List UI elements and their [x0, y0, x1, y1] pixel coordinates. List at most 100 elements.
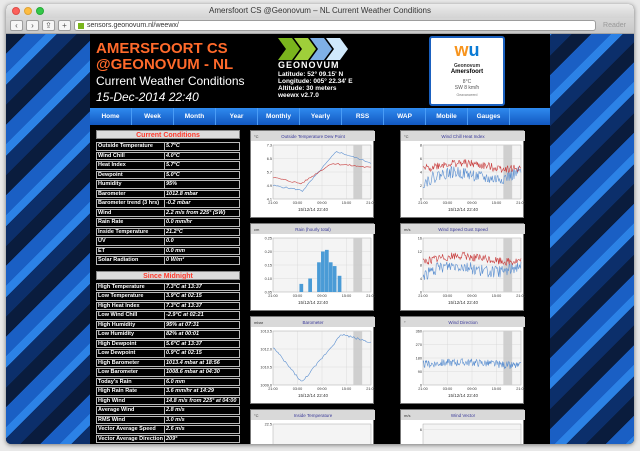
nav-mobile[interactable]: Mobile	[426, 108, 468, 125]
chart-2[interactable]: Rain (hourly total) cm 0.25 0.20 0.15 0.10 0.0…	[250, 223, 375, 311]
wunderground-widget[interactable]: wu Geonovum Amersfoort 8°C SW 8 km/h Gea…	[429, 36, 505, 106]
x-tick-label: 03:00	[443, 201, 453, 205]
x-tick-label: 15:00	[342, 387, 352, 391]
table-row: Today's Rain 6.0 mm	[96, 377, 240, 386]
wunderground-logo-icon: wu	[454, 40, 480, 60]
x-tick-label: 03:00	[293, 294, 303, 298]
chart-3[interactable]: Wind Speed Gust Speed m/s 16 12 8 4 0 21:00 03:0…	[400, 223, 525, 311]
y-tick-label: 0	[420, 198, 422, 202]
chart-1[interactable]: Wind Chill Heat Index °C 8 6 4 2 0 21:00 03:00 09…	[400, 130, 525, 218]
forward-icon[interactable]: ›	[26, 20, 39, 31]
row-label: Average Wind	[97, 407, 165, 414]
table-row: Vector Average Direction 209°	[96, 434, 240, 443]
series-line	[422, 358, 522, 370]
station-info: Latitude: 52° 09.15' N Longitude: 005° 2…	[278, 71, 353, 99]
url-text: sensors.geonovum.nl/weewx/	[87, 21, 179, 29]
row-value: 2.6 m/s	[166, 426, 185, 432]
table-row: Solar Radiation 0 W/m²	[96, 256, 240, 265]
y-tick-label: 4	[420, 171, 422, 175]
y-tick-label: 270	[416, 343, 422, 347]
address-bar[interactable]: sensors.geonovum.nl/weewx/	[74, 20, 597, 31]
table-row: Inside Temperature 21.2°C	[96, 227, 240, 236]
window-title: Amersfoort CS @Geonovum – NL Current Wea…	[209, 6, 431, 15]
nav-rss[interactable]: RSS	[342, 108, 384, 125]
back-icon[interactable]: ‹	[10, 20, 23, 31]
chart-unit: cm	[254, 227, 260, 232]
y-tick-label: 0.25	[265, 237, 272, 241]
row-value: 6.0 mm	[166, 378, 185, 385]
wu-station-name: Geonovum	[453, 63, 481, 69]
x-tick-label: 21:00	[418, 294, 428, 298]
x-tick-label: 21:00	[268, 387, 278, 391]
rain-bar	[337, 275, 342, 292]
row-label: Low Wind Chill	[97, 312, 165, 319]
table-row: Vector Average Speed 2.6 m/s	[96, 425, 240, 434]
nav-monthly[interactable]: Monthly	[258, 108, 300, 125]
left-column: Current Conditions Outside Temperature 5.…	[96, 130, 240, 444]
browser-window: Amersfoort CS @Geonovum – NL Current Wea…	[6, 4, 634, 444]
series-line	[272, 151, 372, 192]
longitude: Longitude: 005° 22.34' E	[278, 78, 353, 85]
wu-footer: Geavanceerd	[456, 93, 478, 97]
wu-temperature: 8°C	[462, 79, 472, 85]
page-subtitle: Current Weather Conditions	[96, 74, 245, 88]
chart-7[interactable]: Wind Vector m/s 6	[400, 409, 525, 444]
y-tick-label: 8	[420, 144, 422, 148]
chart-0[interactable]: Outside Temperature Dew Point °C 7.3 6.5 5.7…	[250, 130, 375, 218]
new-tab-icon[interactable]: +	[58, 20, 71, 31]
x-tick-label: 09:00	[467, 294, 477, 298]
altitude: Altitude: 30 meters	[278, 85, 337, 92]
row-value: 21.2°C	[166, 228, 183, 235]
row-value: 5.7°C	[166, 162, 180, 168]
chart-title: Wind Direction	[448, 320, 478, 325]
x-tick-label: 15:00	[492, 387, 502, 391]
chart-6[interactable]: Inside Temperature°C22.522.0	[250, 409, 375, 444]
weather-page: AMERSFOORT CS @GEONOVUM - NL Current Wea…	[90, 34, 550, 444]
table-row: Wind Chill 4.0°C	[96, 151, 240, 160]
nav-yearly[interactable]: Yearly	[300, 108, 342, 125]
table-row: Low Dewpoint 0.9°C at 02:15	[96, 349, 240, 358]
table-row: High Humidity 95% at 07:31	[96, 320, 240, 329]
x-tick-label: 15:00	[492, 201, 502, 205]
nav-gauges[interactable]: Gauges	[468, 108, 510, 125]
x-tick-label: 21:00	[366, 387, 375, 391]
nav-wap[interactable]: WAP	[384, 108, 426, 125]
rain-bar	[299, 283, 304, 292]
nav-week[interactable]: Week	[132, 108, 174, 125]
table-row: High Heat Index 7.3°C at 13:37	[96, 301, 240, 310]
chart-4[interactable]: Barometer mbar 1013.5 1012.0 1010.5 1009.0 21:…	[250, 316, 375, 404]
minimize-window-button[interactable]	[24, 7, 32, 15]
close-window-button[interactable]	[12, 7, 20, 15]
y-tick-label: 180	[416, 357, 422, 361]
x-tick-label: 21:00	[268, 294, 278, 298]
row-label: Heat Index	[97, 162, 165, 169]
row-label: Low Barometer	[97, 369, 165, 376]
wu-location: Amersfoort	[450, 69, 484, 75]
zoom-window-button[interactable]	[36, 7, 44, 15]
latitude: Latitude: 52° 09.15' N	[278, 71, 344, 78]
row-value: 5.6°C at 13:37	[166, 340, 202, 347]
y-tick-label: 2	[420, 184, 422, 188]
reader-button[interactable]: Reader	[603, 22, 626, 29]
chart-title: Rain (hourly total)	[295, 227, 331, 232]
series-line	[422, 165, 522, 188]
nav-year[interactable]: Year	[216, 108, 258, 125]
share-icon[interactable]: ⇪	[42, 20, 55, 31]
station-title-line2: @GEONOVUM - NL	[96, 56, 234, 73]
series-line	[272, 163, 371, 185]
table-row: Rain Rate 0.0 mm/hr	[96, 218, 240, 227]
row-label: Dewpoint	[97, 171, 165, 178]
nav-home[interactable]: Home	[90, 108, 132, 125]
x-tick-label: 21:00	[366, 294, 375, 298]
x-tick-label: 03:00	[293, 201, 303, 205]
table-row: High Wind 14.8 m/s from 225° at 04:00	[96, 396, 240, 405]
current-datetime: 15-Dec-2014 22:40	[96, 90, 199, 104]
row-label: Barometer	[97, 190, 165, 197]
row-value: 7.3°C at 13:37	[166, 283, 202, 290]
row-value: 0.0	[166, 238, 174, 244]
site-favicon-icon	[78, 22, 84, 29]
chart-unit: °C	[404, 134, 409, 139]
nav-month[interactable]: Month	[174, 108, 216, 125]
row-value: 95%	[166, 181, 178, 187]
chart-5[interactable]: Wind Direction ° 360 270 180 90 0 21:00 03:00 09:…	[400, 316, 525, 404]
